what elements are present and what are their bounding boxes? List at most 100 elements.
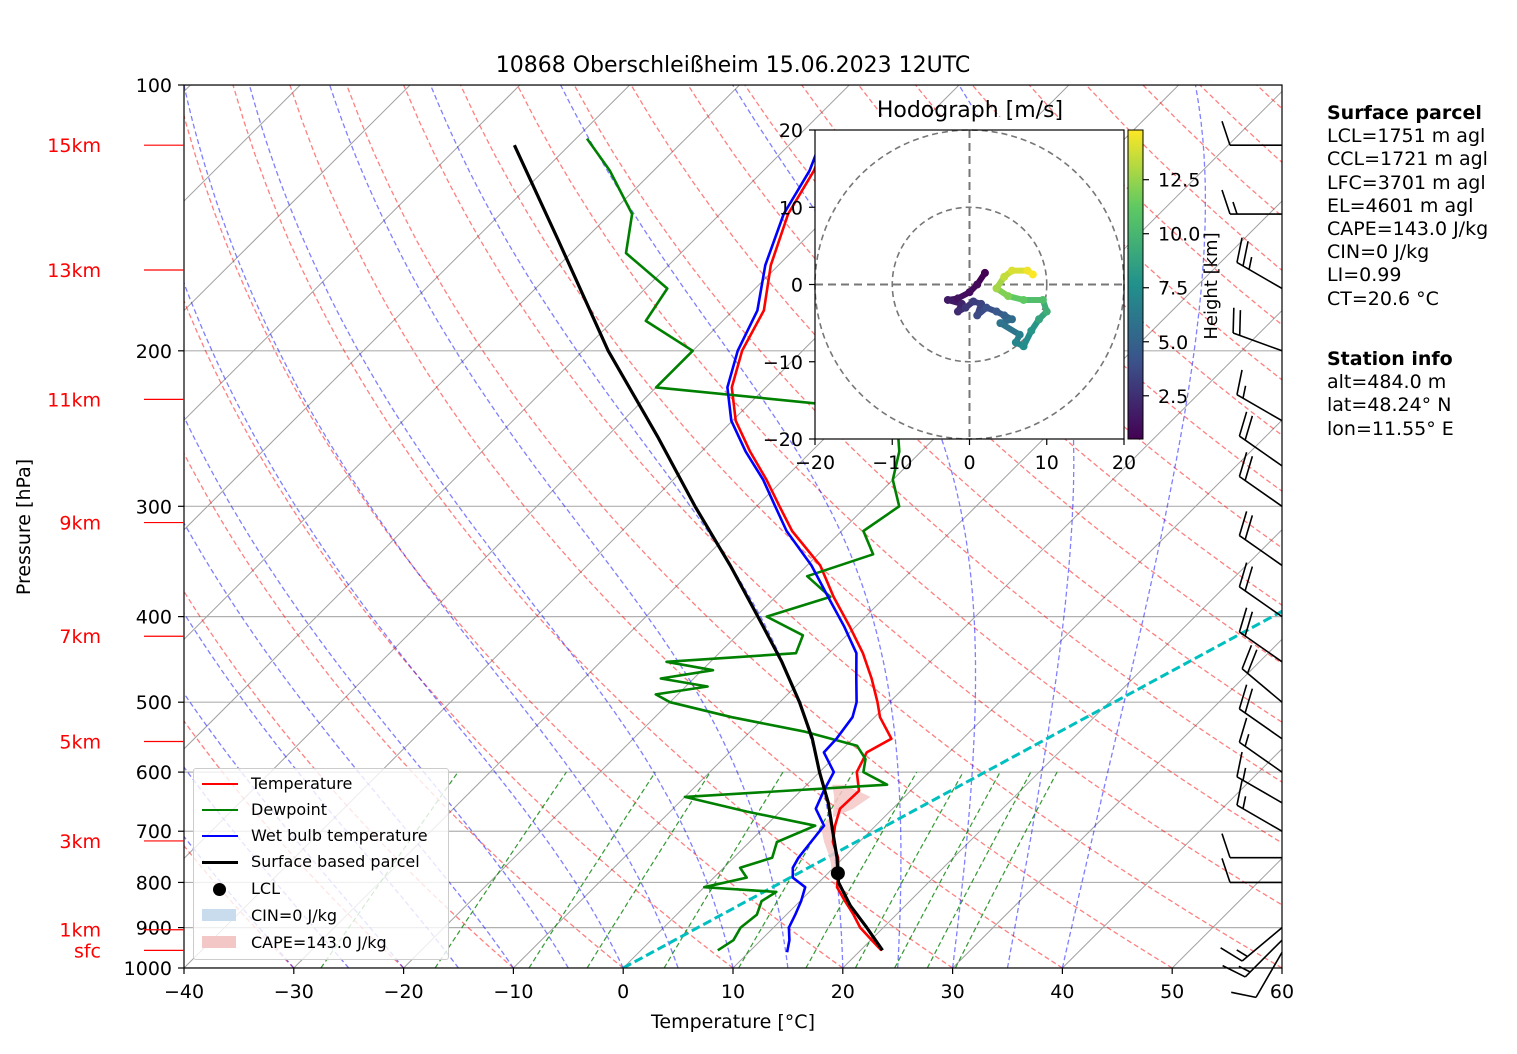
hodograph-point (1035, 315, 1044, 324)
legend-item-lcl: LCL (194, 876, 448, 902)
x-tick-label: −30 (274, 981, 314, 1003)
y-tick-label: 800 (136, 872, 172, 894)
barb-shaft (1238, 631, 1283, 663)
colorbar (1127, 129, 1144, 440)
surface-parcel-lfc: LFC=3701 m agl (1327, 171, 1486, 194)
barb-shaft (1255, 951, 1283, 998)
hodograph-point (992, 307, 1001, 316)
moist-adiabat (248, 85, 734, 968)
colorbar-tick-label: 12.5 (1158, 170, 1200, 192)
height-label: 7km (59, 626, 101, 648)
hodograph-point (961, 303, 970, 312)
x-tick-label: 30 (941, 981, 965, 1003)
barb-flag (1221, 833, 1231, 858)
hodograph-point (1000, 272, 1009, 281)
cape-area (821, 784, 871, 873)
station-info-lat: lat=48.24° N (1327, 394, 1452, 417)
y-tick-label: 700 (136, 821, 172, 843)
barb-flag (1236, 780, 1243, 806)
hodograph-x-tick-label: 20 (1112, 452, 1136, 474)
hodograph-ring (891, 206, 1048, 363)
isotherm (184, 85, 521, 421)
wind-barb (1238, 562, 1283, 618)
x-tick-label: −40 (164, 981, 204, 1003)
wind-barb (1238, 411, 1283, 467)
surface-parcel-cape: CAPE=143.0 J/kg (1327, 218, 1489, 241)
legend-item-temperature: Temperature (194, 771, 448, 797)
moist-adiabat (1061, 85, 1207, 968)
barb-flag (1221, 120, 1231, 146)
hodograph-point (1007, 266, 1016, 275)
isotherm (184, 85, 740, 641)
isotherm (622, 309, 1282, 968)
hodograph-y-tick-label: 20 (779, 120, 803, 142)
barb-flag (1236, 237, 1243, 263)
mixing-ratio-line (434, 771, 567, 968)
x-tick-label: 20 (831, 981, 855, 1003)
mixing-ratio-line (926, 771, 1032, 968)
dry-adiabat (184, 452, 624, 968)
hodograph-point (953, 307, 962, 316)
wind-barb (1236, 369, 1283, 422)
y-tick-label: 500 (136, 692, 172, 714)
wind-barb (1220, 926, 1283, 962)
hodograph-point (1028, 270, 1037, 279)
moist-adiabat (184, 281, 624, 968)
barb-shaft (1238, 741, 1283, 773)
barb-flag (1238, 310, 1242, 336)
barb-flag (1244, 611, 1254, 637)
station-info-lon: lon=11.55° E (1327, 417, 1454, 440)
height-label: 3km (59, 831, 101, 853)
moist-adiabat (560, 85, 902, 968)
y-tick-label: 600 (136, 762, 172, 784)
isotherm (184, 85, 850, 750)
y-tick-label: 300 (136, 496, 172, 518)
barb-half (1242, 385, 1247, 399)
hodograph-point (969, 297, 978, 306)
barb-flag (1238, 451, 1248, 477)
barb-shaft (1238, 475, 1283, 507)
x-tick-label: 40 (1050, 981, 1074, 1003)
barb-flag (1221, 858, 1231, 883)
hodograph-x-tick-label: 10 (1035, 452, 1059, 474)
barb-shaft (1232, 332, 1283, 352)
barb-shaft (1236, 804, 1283, 832)
barb-flag (1236, 369, 1243, 395)
wetbulb-line (726, 138, 858, 953)
hodograph-x-tick-label: 0 (963, 452, 975, 474)
barb-flag (1244, 415, 1254, 441)
wind-barb (1236, 780, 1283, 832)
barb-half (1236, 949, 1248, 958)
dry-adiabat (346, 85, 1173, 968)
barb-shaft (1241, 926, 1283, 962)
barb-flag (1238, 684, 1248, 710)
hodograph-point (943, 295, 952, 304)
mixing-ratio-line (894, 771, 1001, 968)
surface-parcel-title: Surface parcel (1327, 102, 1482, 124)
wind-barb (1236, 751, 1283, 804)
mixing-ratio-line (528, 771, 656, 968)
hodograph-point (996, 319, 1005, 328)
barb-flag (1238, 717, 1248, 743)
legend: Temperature Dewpoint Wet bulb temperatur… (193, 768, 449, 960)
station-info: Station info alt=484.0 m lat=48.24° N lo… (1327, 348, 1454, 441)
legend-item-cape: CAPE=143.0 J/kg (194, 930, 448, 956)
hodograph-y-tick-label: 0 (791, 275, 803, 297)
barb-flag (1222, 964, 1246, 978)
surface-parcel-info: Surface parcel LCL=1751 m agl CCL=1721 m… (1327, 102, 1488, 311)
wind-barb (1238, 607, 1283, 663)
hodograph-point (1000, 311, 1009, 320)
moist-adiabat (184, 521, 514, 968)
hodograph-point (992, 284, 1001, 293)
wind-barb (1238, 511, 1283, 567)
barb-flag (1238, 607, 1248, 633)
height-label: 9km (59, 513, 101, 535)
hodograph-y-tick-label: −10 (763, 352, 803, 374)
height-label: 15km (47, 135, 101, 157)
hodograph-point (982, 303, 991, 312)
barb-half (1242, 767, 1247, 781)
y-tick-label: 400 (136, 607, 172, 629)
colorbar-tick-label: 5.0 (1158, 332, 1188, 354)
surface-parcel-cin: CIN=0 J/kg (1327, 241, 1430, 264)
legend-item-wetbulb: Wet bulb temperature (194, 823, 448, 849)
